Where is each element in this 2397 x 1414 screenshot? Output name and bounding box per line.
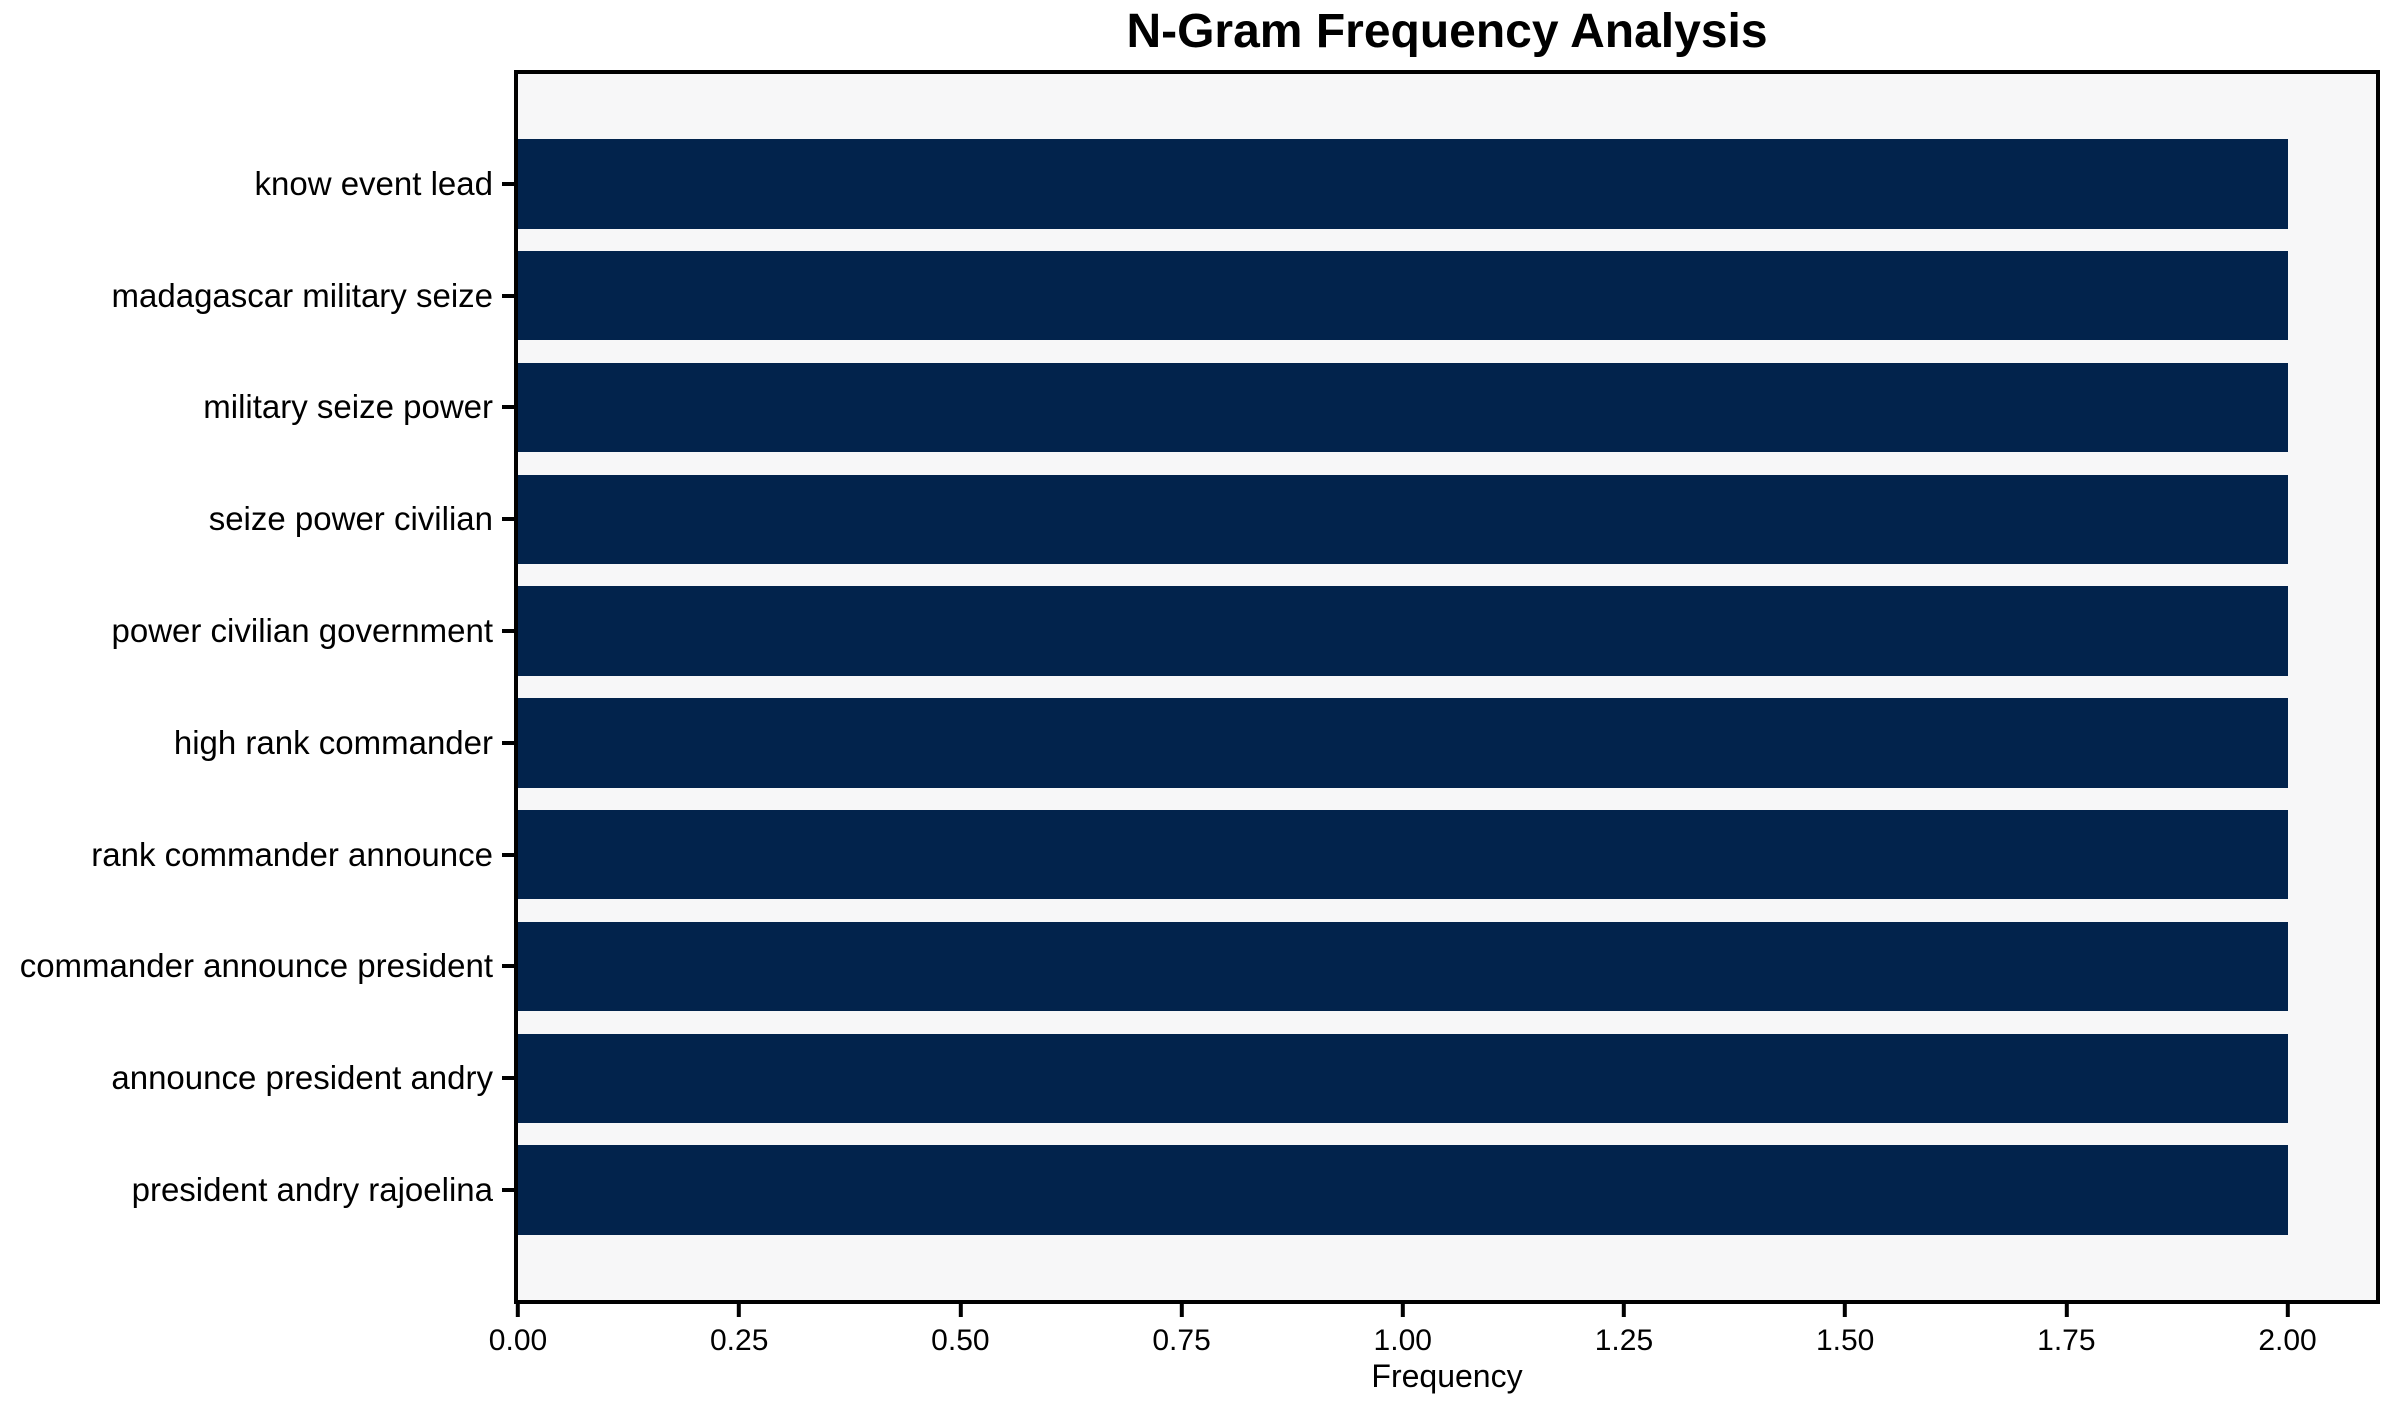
y-tick-label: announce president andry xyxy=(111,1059,493,1097)
y-label-row: power civilian government xyxy=(0,575,514,687)
bar xyxy=(518,809,2288,900)
x-tick: 1.75 xyxy=(2037,1304,2096,1358)
x-tick-mark xyxy=(515,1304,520,1317)
bar xyxy=(518,1033,2288,1123)
y-tick-mark xyxy=(502,740,514,745)
plot-area xyxy=(514,70,2380,1304)
bar xyxy=(518,921,2288,1012)
x-tick-mark xyxy=(2285,1304,2290,1317)
bar xyxy=(518,250,2288,341)
y-tick-mark xyxy=(502,517,514,522)
bar-row xyxy=(518,352,2376,464)
y-tick-label: power civilian government xyxy=(111,612,493,650)
y-tick-mark xyxy=(502,293,514,298)
bar-row xyxy=(518,575,2376,687)
x-tick-mark xyxy=(737,1304,742,1317)
x-axis-ticks: 0.00 0.25 0.50 0.75 1.00 1.25 1.50 1.75 … xyxy=(489,1304,2376,1368)
bar-row xyxy=(518,463,2376,575)
x-tick-mark xyxy=(1621,1304,1626,1317)
bar xyxy=(518,1145,2288,1235)
y-tick-label: military seize power xyxy=(203,388,493,426)
bar-row xyxy=(518,240,2376,352)
x-tick-mark xyxy=(2064,1304,2069,1317)
bar-row xyxy=(518,799,2376,911)
x-axis-title: Frequency xyxy=(1371,1358,1523,1394)
bar-row xyxy=(518,1134,2376,1246)
x-tick-label: 0.00 xyxy=(488,1324,548,1357)
y-axis-labels: know event lead madagascar military seiz… xyxy=(0,128,514,1246)
y-tick-mark xyxy=(502,629,514,634)
x-tick-label: 1.75 xyxy=(2037,1324,2096,1357)
y-label-row: commander announce president xyxy=(0,911,514,1023)
y-tick-label: president andry rajoelina xyxy=(131,1171,493,1209)
bar xyxy=(518,139,2288,229)
y-tick-mark xyxy=(502,852,514,857)
y-label-row: know event lead xyxy=(0,128,514,240)
bar xyxy=(518,586,2288,676)
y-label-row: announce president andry xyxy=(0,1022,514,1134)
y-tick-mark xyxy=(502,1076,514,1081)
y-tick-label: seize power civilian xyxy=(208,500,493,538)
y-tick-mark xyxy=(502,964,514,969)
y-tick-mark xyxy=(502,405,514,410)
y-tick-label: rank commander announce xyxy=(91,835,493,873)
x-tick-label: 2.00 xyxy=(2258,1324,2317,1357)
x-tick-mark xyxy=(958,1304,963,1317)
y-tick-mark xyxy=(502,181,514,186)
y-label-row: president andry rajoelina xyxy=(0,1134,514,1246)
y-tick-label: commander announce president xyxy=(19,947,493,985)
x-tick: 0.50 xyxy=(931,1304,990,1358)
bar xyxy=(518,698,2288,788)
x-tick: 0.25 xyxy=(710,1304,768,1358)
x-tick-mark xyxy=(1179,1304,1184,1317)
bar xyxy=(518,474,2288,564)
y-label-row: seize power civilian xyxy=(0,463,514,575)
y-tick-label: high rank commander xyxy=(173,723,493,761)
x-tick-label: 1.25 xyxy=(1594,1324,1654,1357)
x-tick-label: 0.25 xyxy=(709,1324,769,1357)
x-tick-mark xyxy=(1400,1304,1405,1317)
y-label-row: rank commander announce xyxy=(0,799,514,911)
bar xyxy=(518,362,2288,453)
y-label-row: military seize power xyxy=(0,352,514,464)
x-tick-label: 0.50 xyxy=(931,1324,990,1357)
bar-row xyxy=(518,911,2376,1023)
y-tick-label: know event lead xyxy=(254,164,494,202)
chart-title: N-Gram Frequency Analysis xyxy=(1126,5,1768,58)
bar-row xyxy=(518,128,2376,240)
x-tick-label: 1.00 xyxy=(1373,1324,1432,1357)
x-tick: 1.25 xyxy=(1595,1304,1653,1358)
bar-row xyxy=(518,687,2376,799)
x-tick: 1.00 xyxy=(1374,1304,1432,1358)
y-label-row: high rank commander xyxy=(0,687,514,799)
x-tick-label: 0.75 xyxy=(1152,1324,1211,1357)
x-tick-label: 1.50 xyxy=(1815,1324,1875,1357)
bar-row xyxy=(518,1022,2376,1134)
bars-container xyxy=(518,128,2376,1246)
y-tick-mark xyxy=(502,1188,514,1193)
x-tick: 1.50 xyxy=(1816,1304,1874,1358)
x-tick: 0.75 xyxy=(1152,1304,1211,1358)
y-label-row: madagascar military seize xyxy=(0,240,514,352)
x-tick: 0.00 xyxy=(489,1304,547,1358)
x-tick-mark xyxy=(1843,1304,1848,1317)
x-tick: 2.00 xyxy=(2258,1304,2317,1358)
y-tick-label: madagascar military seize xyxy=(111,276,493,314)
